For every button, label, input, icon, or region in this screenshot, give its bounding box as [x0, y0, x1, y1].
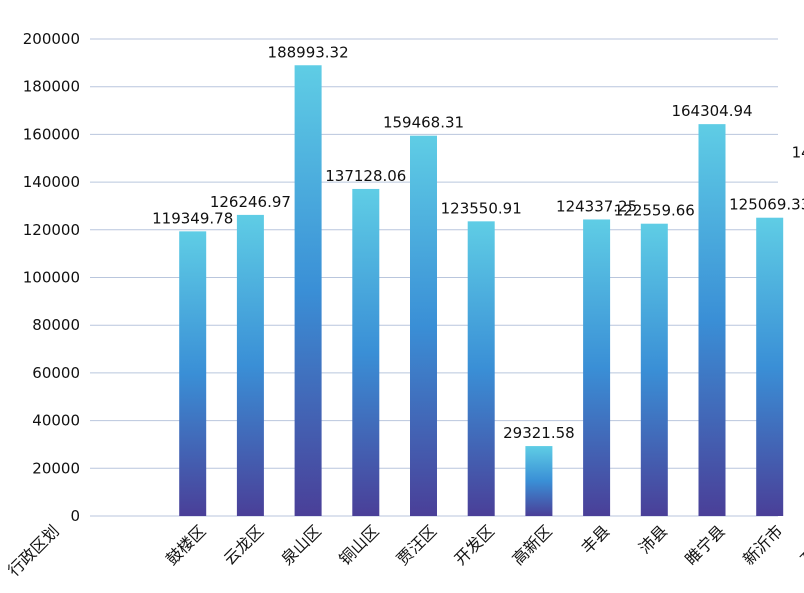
- data-label: 124337.25: [556, 197, 637, 215]
- x-category-label: 行政区划: [4, 521, 63, 580]
- bars: [179, 65, 784, 517]
- data-label: 119349.78: [152, 209, 233, 227]
- x-category-label: 丰县: [577, 521, 613, 557]
- y-tick-label: 140000: [23, 173, 80, 191]
- bar: [640, 223, 668, 517]
- y-tick-label: 0: [70, 507, 80, 525]
- bar: [467, 221, 495, 516]
- data-label: 126246.97: [210, 193, 291, 211]
- x-category-label: 贾汪区: [393, 521, 440, 568]
- y-tick-label: 100000: [23, 269, 80, 287]
- bar: [410, 135, 437, 516]
- bar: [236, 214, 264, 516]
- x-category-label: 铜山区: [335, 521, 382, 568]
- bar: [583, 219, 611, 516]
- data-label: 146898.3: [792, 144, 804, 162]
- data-label: 137128.06: [325, 167, 406, 185]
- x-category-label: 睢宁县: [681, 521, 728, 568]
- data-label: 188993.32: [268, 43, 349, 61]
- x-category-label: 鼓楼区: [162, 521, 209, 568]
- data-label: 122559.66: [614, 202, 695, 220]
- data-label: 159468.31: [383, 114, 464, 132]
- bar: [179, 231, 207, 516]
- bar: [525, 446, 553, 516]
- x-category-label: 开发区: [451, 521, 498, 568]
- x-category-label: 邳州市: [797, 521, 804, 568]
- x-category-label: 泉山区: [278, 521, 325, 568]
- data-label: 29321.58: [503, 424, 575, 442]
- y-axis-ticks: 0 20000 40000 60000 80000 100000 120000 140000 1…: [23, 30, 80, 525]
- x-category-label: 云龙区: [220, 521, 267, 568]
- y-tick-label: 200000: [23, 30, 80, 48]
- data-label: 123550.91: [441, 199, 522, 217]
- bar: [756, 217, 784, 516]
- y-tick-label: 20000: [32, 459, 80, 477]
- data-label: 164304.94: [671, 102, 752, 120]
- bar: [698, 124, 726, 516]
- data-label: 125069.33: [729, 196, 804, 214]
- y-tick-label: 40000: [32, 412, 80, 430]
- y-tick-label: 60000: [32, 364, 80, 382]
- y-tick-label: 120000: [23, 221, 80, 239]
- bar: [294, 65, 322, 517]
- x-axis-categories: 行政区划 鼓楼区 云龙区 泉山区 铜山区 贾汪区 开发区 高新区 丰县 沛县 睢宁县 新沂市 邳州市: [4, 521, 804, 580]
- y-tick-label: 160000: [23, 125, 80, 143]
- y-tick-label: 80000: [32, 316, 80, 334]
- x-category-label: 沛县: [635, 521, 671, 557]
- x-category-label: 新沂市: [739, 521, 786, 568]
- x-category-label: 高新区: [508, 521, 555, 568]
- bar: [352, 188, 380, 516]
- y-tick-label: 180000: [23, 78, 80, 96]
